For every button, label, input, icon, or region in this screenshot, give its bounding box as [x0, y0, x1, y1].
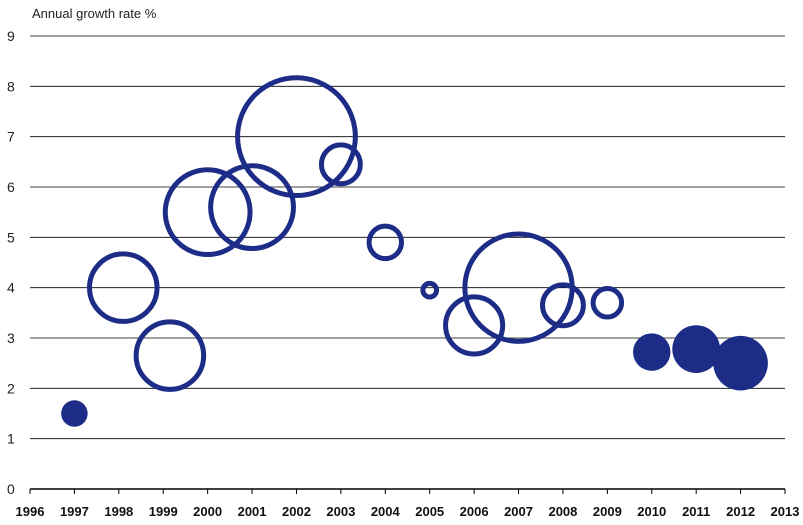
x-axis-ticks: 1996 1997 1998 1999 2000 2001 2002 2003 2004 2005…	[16, 504, 800, 519]
x-tick-label: 1996	[16, 504, 45, 519]
x-axis	[29, 488, 786, 494]
x-tick-label: 2010	[637, 504, 666, 519]
y-tick-label: 1	[7, 431, 15, 447]
bubble	[633, 333, 671, 371]
x-tick-label: 1997	[60, 504, 89, 519]
bubble	[235, 75, 358, 199]
y-tick-label: 4	[7, 280, 15, 296]
x-tick-label: 2012	[726, 504, 755, 519]
y-tick-label: 9	[7, 28, 15, 44]
bubble	[133, 319, 207, 392]
bubble	[366, 223, 405, 262]
x-tick-label: 2003	[326, 504, 355, 519]
x-tick-label: 2013	[771, 504, 800, 519]
x-tick-label: 2009	[593, 504, 622, 519]
bubbles	[61, 75, 768, 427]
y-tick-label: 3	[7, 330, 15, 346]
x-tick-label: 2008	[548, 504, 577, 519]
bubble	[713, 335, 768, 391]
bubble	[162, 167, 253, 258]
x-tick-label: 2006	[460, 504, 489, 519]
y-tick-label: 6	[7, 179, 15, 195]
x-tick-label: 2011	[682, 504, 710, 519]
bubble	[87, 251, 160, 324]
x-tick-label: 2005	[415, 504, 444, 519]
bubble	[208, 163, 296, 252]
x-tick-label: 2000	[193, 504, 222, 519]
y-axis-title: Annual growth rate %	[32, 6, 157, 21]
x-tick-label: 2002	[282, 504, 311, 519]
y-axis-ticks: 0 1 2 3 4 5 6 7 8 9	[7, 28, 15, 497]
bubble	[420, 280, 440, 300]
x-tick-label: 2004	[371, 504, 401, 519]
y-tick-label: 0	[7, 481, 15, 497]
bubble	[443, 294, 506, 357]
bubble	[61, 400, 88, 427]
y-tick-label: 8	[7, 78, 15, 94]
bubble	[672, 325, 721, 373]
bubble	[318, 142, 363, 187]
bubble	[540, 282, 586, 329]
x-tick-label: 2001	[238, 504, 267, 519]
y-tick-label: 7	[7, 129, 15, 145]
x-tick-label: 1999	[149, 504, 178, 519]
bubble	[590, 286, 625, 320]
y-tick-label: 5	[7, 229, 15, 245]
x-tick-label: 2007	[504, 504, 533, 519]
x-tick-label: 1998	[104, 504, 133, 519]
y-tick-label: 2	[7, 380, 15, 396]
